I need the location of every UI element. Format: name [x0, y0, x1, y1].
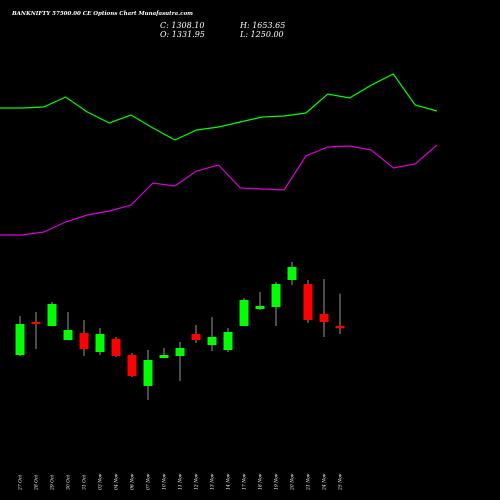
candle-body	[319, 314, 329, 322]
candle-body	[63, 330, 73, 340]
indicator-line	[0, 144, 438, 236]
chart-title: BANKNIFTY 57500.00 CE Options Chart Muna…	[11, 11, 193, 17]
candle-body	[191, 334, 201, 340]
x-tick-label: 25 Nov	[338, 473, 344, 491]
candle-body	[127, 355, 137, 376]
candle-body	[255, 306, 265, 309]
open-label: O: 1331.95	[160, 30, 205, 39]
candle-body	[287, 267, 297, 280]
high-label: H: 1653.65	[239, 21, 285, 30]
candle-body	[15, 324, 25, 355]
x-tick-label: 27 Oct	[18, 475, 24, 491]
candle-body	[31, 322, 41, 324]
x-tick-label: 21 Nov	[306, 473, 312, 491]
candle-body	[47, 304, 57, 326]
x-tick-label: 13 Nov	[210, 473, 216, 490]
x-tick-label: 10 Nov	[162, 473, 168, 490]
indicator-line	[0, 73, 438, 141]
x-tick-label: 06 Nov	[130, 473, 136, 490]
candle-body	[223, 332, 233, 350]
candle-body	[111, 339, 121, 356]
close-label: C: 1308.10	[160, 21, 204, 30]
x-tick-label: 19 Nov	[274, 473, 280, 490]
x-tick-label: 18 Nov	[258, 473, 264, 490]
low-label: L: 1250.00	[239, 30, 284, 39]
candle-body	[95, 334, 105, 352]
candle-body	[143, 360, 153, 386]
candle-body	[159, 355, 169, 358]
candle-body	[207, 337, 217, 345]
x-tick-label: 20 Nov	[290, 473, 296, 491]
x-tick-label: 12 Nov	[194, 473, 200, 490]
x-tick-label: 29 Oct	[50, 475, 56, 491]
candle-body	[271, 284, 281, 307]
x-tick-label: 31 Oct	[82, 475, 88, 490]
x-tick-label: 04 Nov	[114, 473, 120, 490]
x-tick-label: 30 Oct	[66, 475, 72, 490]
x-tick-label: 07 Nov	[146, 473, 152, 490]
candle-body	[79, 333, 89, 349]
x-tick-label: 14 Nov	[226, 473, 232, 490]
candle-body	[303, 284, 313, 320]
x-tick-label: 17 Nov	[242, 473, 248, 490]
x-tick-label: 11 Nov	[178, 473, 184, 490]
candle-body	[239, 300, 249, 326]
x-tick-label: 03 Nov	[98, 473, 104, 490]
candle-body	[175, 348, 185, 356]
candle-body	[335, 325, 345, 329]
x-tick-label: 28 Oct	[34, 475, 40, 491]
x-tick-label: 24 Nov	[322, 473, 328, 491]
